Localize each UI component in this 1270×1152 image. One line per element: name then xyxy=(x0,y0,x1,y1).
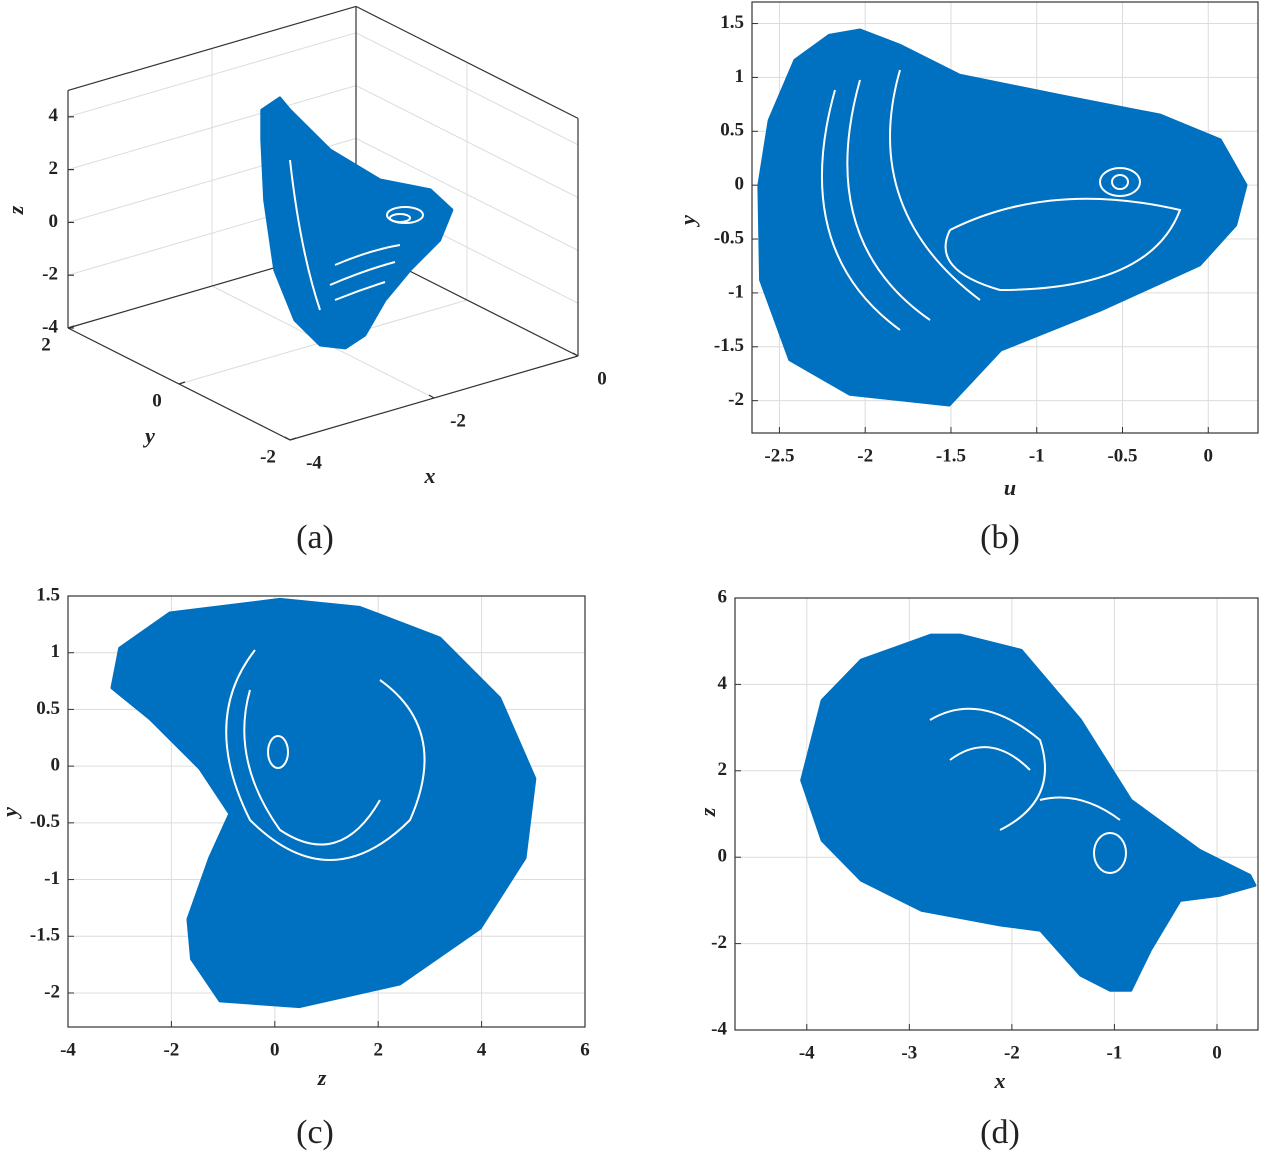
x-tick-label: -2.5 xyxy=(764,445,794,466)
axes-box xyxy=(67,595,586,1028)
y-axis-label: y xyxy=(0,807,22,820)
x-tick-label: -0.5 xyxy=(1107,445,1137,466)
panel-caption: (c) xyxy=(296,1114,334,1151)
y-tick-label: 0 xyxy=(51,754,61,775)
y-tick-label: 2 xyxy=(41,334,51,355)
y-tick-label: 0 xyxy=(152,390,162,411)
swirl xyxy=(944,197,1182,292)
z-tick-label: 0 xyxy=(49,211,59,232)
y-tick-label: 4 xyxy=(718,673,728,694)
tick-mark xyxy=(178,381,186,385)
x-tick-label: 6 xyxy=(580,1039,590,1060)
swirl xyxy=(1111,174,1129,190)
swirl xyxy=(389,213,411,223)
y-tick-label: 1.5 xyxy=(720,12,744,33)
panel-caption: (a) xyxy=(296,519,334,556)
x-tick-label: -3 xyxy=(901,1042,917,1063)
y-tick-label: -1.5 xyxy=(30,925,60,946)
x-axis-label: x xyxy=(424,463,436,488)
axes-edge xyxy=(67,5,357,91)
x-axis-label: z xyxy=(317,1065,327,1090)
y-tick-label: -0.5 xyxy=(30,811,60,832)
y-tick-label: -0.5 xyxy=(714,227,744,248)
x-tick-label: 0 xyxy=(597,368,607,389)
swirl xyxy=(289,159,401,311)
y-tick-label: -2 xyxy=(728,389,744,410)
z-axis-label: z xyxy=(3,205,28,215)
y-axis-label: y xyxy=(675,215,700,228)
x-tick-label: -2 xyxy=(1004,1042,1020,1063)
x-tick-label: 2 xyxy=(373,1039,383,1060)
x-tick-label: -1 xyxy=(1107,1042,1123,1063)
y-tick-label: -1 xyxy=(728,281,744,302)
tick-mark xyxy=(284,436,291,441)
tick-mark xyxy=(572,352,579,357)
z-tick-label: 4 xyxy=(49,105,59,126)
x-tick-label: 4 xyxy=(477,1039,487,1060)
y-tick-label: 0.5 xyxy=(36,698,60,719)
x-tick-label: -1 xyxy=(1029,445,1045,466)
y-tick-label: 1 xyxy=(51,641,61,662)
y-axis-label: y xyxy=(142,423,155,448)
x-tick-label: 0 xyxy=(1212,1042,1222,1063)
z-tick-label: 2 xyxy=(49,158,59,179)
attractor xyxy=(800,633,1257,992)
y-tick-label: 0 xyxy=(735,174,745,195)
axes-box xyxy=(751,1,1259,434)
y-tick-label: -1 xyxy=(44,868,60,889)
attractor xyxy=(757,28,1248,407)
swirl xyxy=(267,735,289,769)
y-tick-label: -1.5 xyxy=(714,335,744,356)
y-tick-label: 0.5 xyxy=(720,120,744,141)
swirl xyxy=(225,649,426,861)
swirl xyxy=(1093,832,1127,874)
x-axis-label: x xyxy=(994,1068,1006,1093)
panel-caption: (d) xyxy=(980,1114,1020,1151)
swirl xyxy=(820,69,981,331)
x-tick-label: -2 xyxy=(857,445,873,466)
x-tick-label: -4 xyxy=(799,1042,815,1063)
x-tick-label: -2 xyxy=(450,410,466,431)
panel-caption: (b) xyxy=(980,519,1020,556)
x-tick-label: -1.5 xyxy=(936,445,966,466)
x-tick-label: -2 xyxy=(163,1039,179,1060)
tick-mark xyxy=(67,325,75,329)
x-axis-label: u xyxy=(1004,475,1016,500)
x-tick-label: 0 xyxy=(270,1039,280,1060)
x-tick-label: -4 xyxy=(306,452,322,473)
tick-mark xyxy=(428,394,435,399)
y-tick-label: 0 xyxy=(718,846,728,867)
y-tick-label: 1 xyxy=(735,66,745,87)
swirl xyxy=(243,689,381,846)
swirl xyxy=(929,707,1121,831)
y-tick-label: 6 xyxy=(718,586,728,607)
axes-edge xyxy=(355,5,579,119)
y-tick-label: -2 xyxy=(260,446,276,467)
y-tick-label: -2 xyxy=(44,981,60,1002)
decoration xyxy=(225,69,1182,874)
y-tick-label: 2 xyxy=(718,759,728,780)
axes-box xyxy=(734,597,1259,1031)
swirl xyxy=(1099,167,1141,197)
z-tick-label: -2 xyxy=(42,264,58,285)
z-tick-label: -4 xyxy=(42,316,58,337)
x-tick-label: 0 xyxy=(1204,445,1214,466)
x-tick-label: -4 xyxy=(60,1039,76,1060)
y-tick-label: -2 xyxy=(711,932,727,953)
attractor xyxy=(110,597,537,1009)
y-axis-label: z xyxy=(695,807,720,817)
tick-mark xyxy=(289,437,297,441)
y-tick-label: 1.5 xyxy=(36,584,60,605)
y-tick-label: -4 xyxy=(711,1018,727,1039)
swirl xyxy=(386,206,424,224)
attractor xyxy=(260,96,454,350)
